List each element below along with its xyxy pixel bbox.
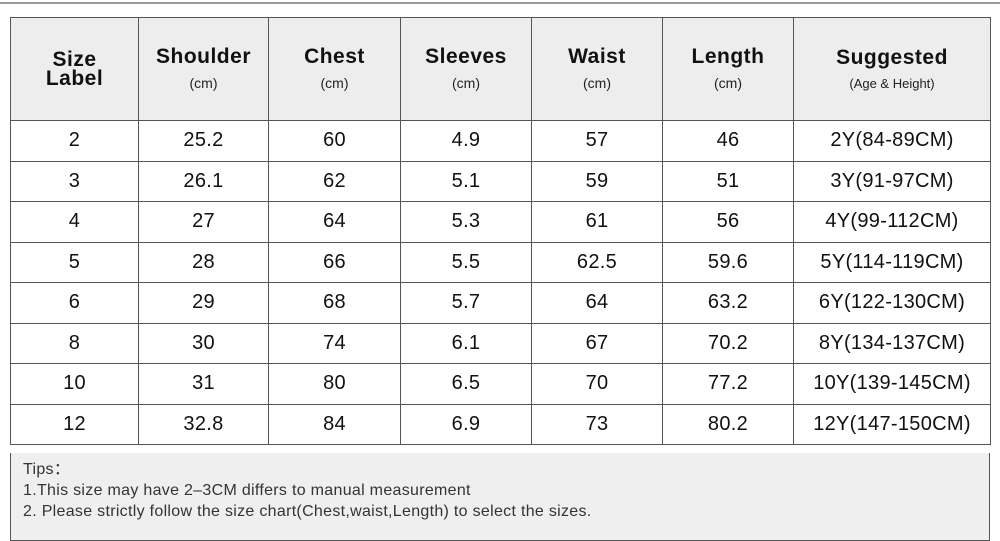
table-cell: 5.3 xyxy=(400,201,532,243)
table-cell: 6.9 xyxy=(400,403,532,445)
table-cell: 66 xyxy=(268,241,401,283)
table-cell: 62 xyxy=(268,160,401,202)
tips-title: Tips： xyxy=(23,461,71,478)
column-header: Sleeves (cm) xyxy=(400,17,532,121)
table-cell: 5.5 xyxy=(400,241,532,283)
table-row: 8 30 74 6.1 67 70.2 8Y(134-137CM) xyxy=(10,322,991,364)
table-cell: 64 xyxy=(531,282,663,324)
table-row: 5 28 66 5.5 62.5 59.6 5Y(114-119CM) xyxy=(10,241,991,283)
table-cell: 70.2 xyxy=(662,322,794,364)
table-cell: 4.9 xyxy=(400,120,532,162)
tips-line: 1.This size may have 2–3CM differs to ma… xyxy=(23,482,471,499)
table-cell: 68 xyxy=(268,282,401,324)
table-body: 2 25.2 60 4.9 57 46 2Y(84-89CM) 3 26.1 62 5.1 59 51 3… xyxy=(10,120,991,445)
column-title: Size Label xyxy=(45,48,104,90)
table-cell: 4Y(99-112CM) xyxy=(793,201,991,243)
column-unit: (cm) xyxy=(189,75,218,91)
table-cell: 64 xyxy=(268,201,401,243)
table-cell: 31 xyxy=(138,363,269,405)
table-cell: 10Y(139-145CM) xyxy=(793,363,991,405)
table-row: 4 27 64 5.3 61 56 4Y(99-112CM) xyxy=(10,201,991,243)
table-cell: 2 xyxy=(10,120,139,162)
table-cell: 67 xyxy=(531,322,663,364)
column-unit: (Age & Height) xyxy=(849,75,935,91)
table-cell: 6.1 xyxy=(400,322,532,364)
table-cell: 5.1 xyxy=(400,160,532,202)
size-table: Size Label Shoulder (cm) Chest (cm) Sleeves (c… xyxy=(10,17,991,445)
table-cell: 63.2 xyxy=(662,282,794,324)
column-title: Suggested xyxy=(836,45,948,69)
table-row: 2 25.2 60 4.9 57 46 2Y(84-89CM) xyxy=(10,120,991,162)
table-cell: 5 xyxy=(10,241,139,283)
top-rule xyxy=(0,2,1000,4)
column-header: Suggested (Age & Height) xyxy=(793,17,991,121)
column-header: Shoulder (cm) xyxy=(138,17,269,121)
column-header: Waist (cm) xyxy=(531,17,663,121)
header-row: Size Label Shoulder (cm) Chest (cm) Sleeves (c… xyxy=(10,17,991,121)
table-cell: 46 xyxy=(662,120,794,162)
table-cell: 2Y(84-89CM) xyxy=(793,120,991,162)
column-header: Chest (cm) xyxy=(268,17,401,121)
table-row: 10 31 80 6.5 70 77.2 10Y(139-145CM) xyxy=(10,363,991,405)
table-cell: 12Y(147-150CM) xyxy=(793,403,991,445)
table-row: 12 32.8 84 6.9 73 80.2 12Y(147-150CM) xyxy=(10,403,991,445)
tips-box: Tips： 1.This size may have 2–3CM differs … xyxy=(10,453,990,541)
table-cell: 10 xyxy=(10,363,139,405)
table-cell: 73 xyxy=(531,403,663,445)
table-cell: 62.5 xyxy=(531,241,663,283)
table-cell: 51 xyxy=(662,160,794,202)
column-title: Shoulder xyxy=(155,45,251,68)
column-title: Waist xyxy=(568,45,626,68)
column-header: Size Label xyxy=(10,17,139,121)
table-cell: 8Y(134-137CM) xyxy=(793,322,991,364)
table-cell: 60 xyxy=(268,120,401,162)
table-cell: 80.2 xyxy=(662,403,794,445)
table-cell: 59.6 xyxy=(662,241,794,283)
table-cell: 28 xyxy=(138,241,269,283)
column-unit: (cm) xyxy=(714,75,742,91)
column-title: Length xyxy=(691,45,765,68)
table-cell: 30 xyxy=(138,322,269,364)
column-unit: (cm) xyxy=(452,75,480,91)
column-header: Length (cm) xyxy=(662,17,794,121)
table-cell: 3Y(91-97CM) xyxy=(793,160,991,202)
table-cell: 84 xyxy=(268,403,401,445)
table-cell: 77.2 xyxy=(662,363,794,405)
table-cell: 74 xyxy=(268,322,401,364)
table-cell: 70 xyxy=(531,363,663,405)
table-cell: 6 xyxy=(10,282,139,324)
table-cell: 25.2 xyxy=(138,120,269,162)
column-unit: (cm) xyxy=(320,75,349,91)
table-cell: 8 xyxy=(10,322,139,364)
column-unit: (cm) xyxy=(583,75,611,91)
table-cell: 56 xyxy=(662,201,794,243)
table-cell: 5Y(114-119CM) xyxy=(793,241,991,283)
table-cell: 6.5 xyxy=(400,363,532,405)
table-cell: 80 xyxy=(268,363,401,405)
table-cell: 3 xyxy=(10,160,139,202)
column-title: Sleeves xyxy=(425,45,507,68)
table-cell: 6Y(122-130CM) xyxy=(793,282,991,324)
table-cell: 32.8 xyxy=(138,403,269,445)
table-cell: 29 xyxy=(138,282,269,324)
table-cell: 5.7 xyxy=(400,282,532,324)
table-cell: 4 xyxy=(10,201,139,243)
column-title: Chest xyxy=(304,45,365,68)
table-cell: 12 xyxy=(10,403,139,445)
table-row: 3 26.1 62 5.1 59 51 3Y(91-97CM) xyxy=(10,160,991,202)
table-cell: 57 xyxy=(531,120,663,162)
table-cell: 26.1 xyxy=(138,160,269,202)
table-cell: 61 xyxy=(531,201,663,243)
table-cell: 59 xyxy=(531,160,663,202)
tips-line: 2. Please strictly follow the size chart… xyxy=(23,503,592,520)
table-row: 6 29 68 5.7 64 63.2 6Y(122-130CM) xyxy=(10,282,991,324)
table-cell: 27 xyxy=(138,201,269,243)
